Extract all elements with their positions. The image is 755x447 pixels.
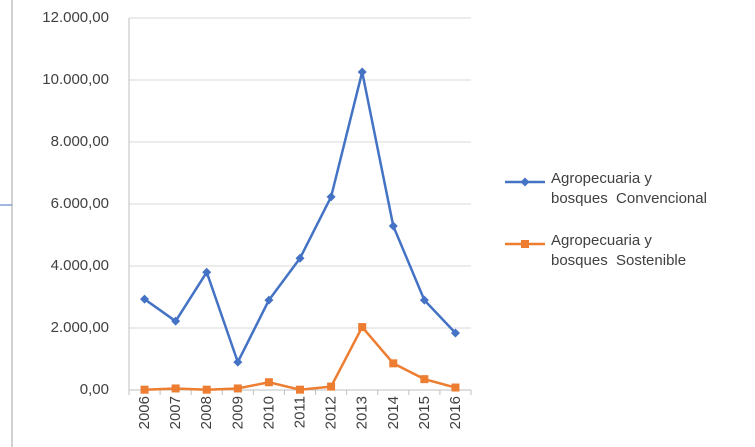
x-tick-label: 2009 — [229, 396, 246, 429]
marker — [140, 294, 150, 304]
marker — [357, 67, 367, 77]
marker — [451, 383, 460, 392]
x-tick-label: 2008 — [198, 396, 215, 429]
x-tick-label: 2014 — [385, 396, 402, 429]
x-tick-label: 2007 — [167, 396, 184, 429]
marker — [388, 221, 398, 231]
marker — [389, 359, 398, 368]
marker — [171, 316, 181, 326]
y-tick-label: 12.000,00 — [42, 9, 109, 26]
marker — [202, 267, 212, 277]
y-tick-label: 4.000,00 — [51, 257, 109, 274]
legend-label: Agropecuaria y bosques Convencional — [551, 170, 707, 207]
x-tick-label: 2016 — [447, 396, 464, 429]
y-tick-label: 10.000,00 — [42, 71, 109, 88]
x-tick-label: 2011 — [292, 396, 309, 428]
marker — [295, 253, 305, 263]
x-tick-label: 2006 — [136, 396, 153, 429]
y-tick-label: 8.000,00 — [51, 133, 109, 150]
legend-label: Agropecuaria y bosques Sostenible — [551, 232, 687, 269]
y-tick-label: 2.000,00 — [51, 319, 109, 336]
series-line — [144, 325, 456, 391]
marker — [358, 323, 367, 332]
marker — [140, 385, 149, 394]
marker — [326, 192, 336, 202]
series-line — [143, 70, 457, 364]
marker — [264, 378, 273, 387]
x-tick-label: 2012 — [323, 396, 340, 429]
x-tick-label: 2010 — [260, 396, 277, 429]
marker — [420, 375, 429, 384]
marker — [264, 295, 274, 305]
marker — [521, 240, 529, 248]
marker — [233, 384, 242, 393]
marker — [450, 328, 460, 338]
x-tick-label: 2013 — [354, 396, 371, 429]
marker — [233, 357, 243, 367]
marker — [419, 295, 429, 305]
x-tick-label: 2015 — [416, 396, 433, 429]
marker — [520, 177, 530, 187]
marker — [327, 382, 336, 391]
marker — [171, 384, 180, 393]
marker — [202, 385, 211, 394]
marker — [296, 385, 304, 394]
y-tick-label: 0,00 — [80, 381, 109, 398]
y-tick-label: 6.000,00 — [51, 195, 109, 212]
